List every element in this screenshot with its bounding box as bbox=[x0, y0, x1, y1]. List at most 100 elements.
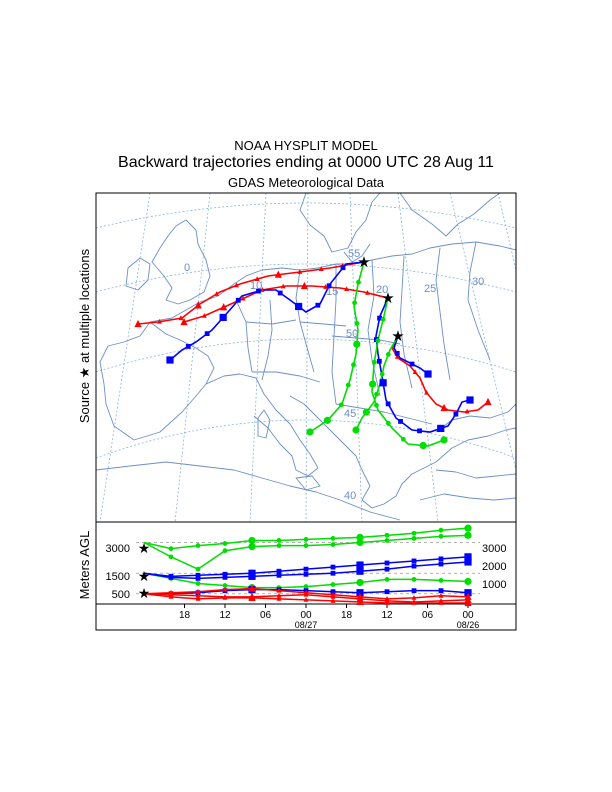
map-point-green bbox=[374, 402, 379, 408]
height-point-g3 bbox=[411, 577, 417, 582]
map-panel: 55 50 45 40 0 10 15 20 25 30 bbox=[95, 192, 517, 523]
source-star-icon: ★ bbox=[138, 540, 151, 556]
time-tick-label: 18 bbox=[179, 610, 191, 621]
map-point-green bbox=[400, 436, 406, 442]
map-point-green bbox=[352, 426, 360, 434]
height-point-g1 bbox=[464, 524, 472, 532]
date-label: 08/26 bbox=[457, 620, 480, 630]
time-tick-label: 12 bbox=[381, 610, 393, 621]
red-trajectory-1 bbox=[137, 261, 365, 325]
map-point-red bbox=[412, 369, 418, 375]
left-tick-label: 3000 bbox=[106, 543, 130, 555]
lat-label: 55 bbox=[348, 248, 360, 260]
map-point-blue bbox=[394, 350, 400, 356]
map-point-blue bbox=[185, 344, 191, 349]
height-point-b1 bbox=[464, 553, 472, 561]
map-point-blue bbox=[453, 411, 459, 417]
map-point-red bbox=[157, 318, 162, 324]
height-point-b2 bbox=[276, 572, 282, 578]
map-point-blue bbox=[315, 302, 321, 308]
blue-trajectory-3 bbox=[393, 335, 429, 375]
graticule-lines bbox=[96, 193, 516, 522]
map-point-blue bbox=[376, 358, 382, 364]
source-star-icon: ★ bbox=[381, 290, 394, 307]
source-stars: ★ ★ ★ bbox=[357, 254, 404, 345]
map-point-green bbox=[354, 321, 360, 326]
map-point-blue bbox=[340, 265, 346, 271]
height-point-g2 bbox=[168, 554, 174, 560]
map-point-blue bbox=[204, 331, 210, 337]
map-point-red bbox=[234, 282, 239, 288]
map-point-blue bbox=[424, 370, 432, 378]
map-point-green bbox=[419, 441, 427, 450]
map-point-blue bbox=[256, 288, 261, 294]
height-point-b2 bbox=[248, 572, 256, 580]
height-point-g2 bbox=[356, 538, 364, 547]
height-point-r2 bbox=[276, 592, 282, 598]
map-point-blue bbox=[377, 315, 382, 321]
map-point-red bbox=[254, 276, 260, 281]
map-point-red bbox=[394, 353, 400, 359]
height-point-r2 bbox=[303, 591, 309, 597]
source-star-icon: ★ bbox=[138, 585, 151, 601]
map-point-red bbox=[440, 403, 448, 412]
height-point-r1 bbox=[248, 584, 256, 592]
height-point-g1 bbox=[195, 543, 201, 548]
map-point-green bbox=[362, 408, 371, 416]
map-point-red bbox=[259, 287, 265, 292]
map-point-red bbox=[365, 289, 370, 295]
right-tick-label: 2000 bbox=[482, 561, 506, 573]
height-point-b1 bbox=[438, 556, 444, 562]
height-source-stars: ★ ★ ★ bbox=[138, 540, 151, 601]
height-point-g2 bbox=[195, 566, 201, 572]
map-point-red bbox=[484, 397, 492, 406]
right-tick-label: 3000 bbox=[482, 543, 506, 555]
height-point-g3 bbox=[356, 578, 364, 587]
map-point-blue bbox=[277, 290, 283, 296]
height-point-b3 bbox=[438, 588, 444, 594]
y-axis-label: Meters AGL bbox=[77, 531, 92, 600]
map-trajectory-markers bbox=[134, 262, 492, 450]
time-tick-label: 06 bbox=[422, 610, 434, 621]
height-point-g1 bbox=[330, 536, 336, 541]
map-point-green bbox=[352, 300, 357, 306]
height-point-r3 bbox=[384, 600, 390, 605]
map-point-green bbox=[385, 420, 391, 426]
height-point-g1 bbox=[276, 538, 282, 543]
map-point-blue bbox=[219, 313, 227, 322]
lon-label: 0 bbox=[184, 262, 190, 274]
map-point-green bbox=[375, 338, 381, 344]
map-point-green bbox=[385, 351, 391, 357]
map-point-blue bbox=[379, 379, 387, 387]
right-tick-label: 1000 bbox=[482, 579, 506, 591]
height-point-b2 bbox=[438, 561, 444, 567]
map-point-red bbox=[178, 315, 184, 321]
height-point-b1 bbox=[384, 560, 390, 566]
height-point-r3 bbox=[276, 595, 282, 601]
height-point-b3 bbox=[330, 589, 336, 595]
height-point-g3 bbox=[384, 577, 390, 582]
map-point-red bbox=[274, 270, 282, 278]
height-point-g3 bbox=[222, 583, 228, 588]
height-point-r3 bbox=[303, 597, 309, 602]
map-point-red bbox=[134, 319, 142, 328]
map-point-green bbox=[356, 279, 361, 285]
longitude-labels: 0 10 15 20 25 30 bbox=[184, 262, 484, 298]
map-point-blue bbox=[235, 297, 241, 303]
map-point-green bbox=[379, 371, 385, 377]
height-point-b2 bbox=[168, 574, 174, 580]
lat-label: 40 bbox=[344, 490, 356, 502]
height-point-r2 bbox=[195, 592, 201, 598]
right-axis-labels: 3000 2000 1000 bbox=[482, 543, 506, 591]
red-trajectory-2 bbox=[183, 285, 389, 323]
height-point-g1 bbox=[438, 527, 444, 533]
height-point-r1 bbox=[195, 588, 201, 594]
map-point-red bbox=[300, 281, 308, 290]
height-point-g2 bbox=[276, 543, 282, 548]
height-point-r1 bbox=[276, 587, 282, 593]
height-point-b1 bbox=[222, 571, 228, 577]
map-point-blue bbox=[295, 302, 303, 311]
map-point-red bbox=[220, 303, 228, 311]
